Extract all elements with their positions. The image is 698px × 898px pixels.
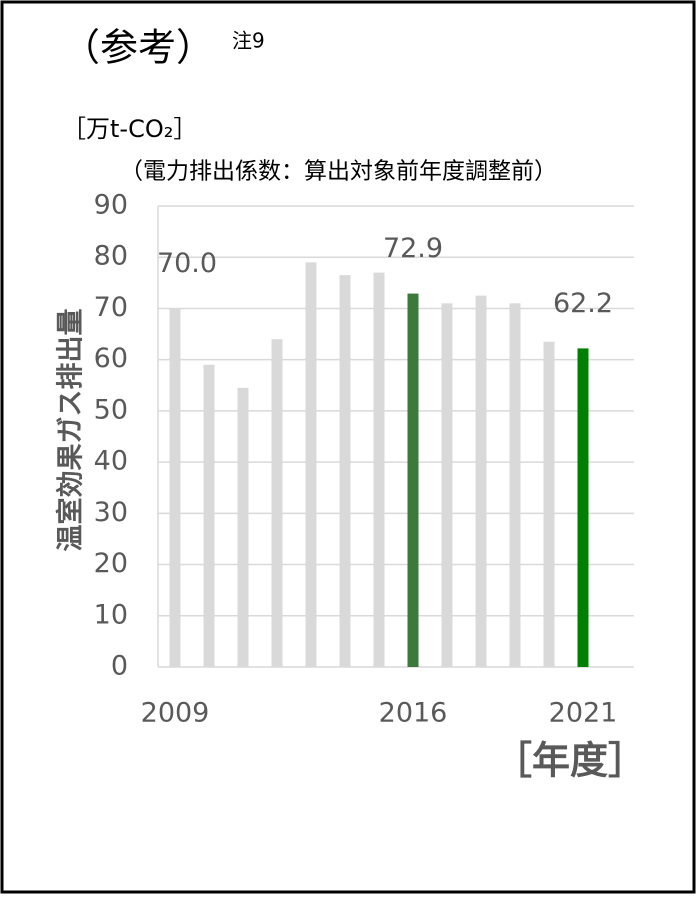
bar (237, 387, 249, 667)
data-label: 72.9 (383, 233, 443, 264)
chart-title: （参考） (62, 26, 214, 70)
note: 注9 (232, 29, 265, 53)
subtitle: （電力排出係数：算出対象前年度調整前） (120, 159, 557, 185)
bar (169, 308, 181, 667)
x-tick-label: 2009 (141, 698, 210, 729)
bar (509, 303, 521, 667)
y-tick-label: 50 (94, 394, 128, 425)
bar (475, 295, 487, 667)
data-label: 70.0 (157, 248, 217, 279)
y-tick-label: 20 (94, 548, 128, 579)
y-tick-label: 70 (94, 292, 128, 323)
x-tick-label: 2016 (379, 698, 448, 729)
y-tick-label: 60 (94, 343, 128, 374)
y-tick-label: 80 (94, 241, 128, 272)
bar (577, 348, 589, 667)
y-tick-label: 40 (94, 446, 128, 477)
bar (339, 275, 351, 667)
bar (441, 303, 453, 667)
y-tick-label: 0 (111, 651, 128, 682)
y-tick-label: 10 (94, 599, 128, 630)
y-tick-label: 90 (94, 190, 128, 221)
y-tick-label: 30 (94, 497, 128, 528)
x-tick-label: 2021 (549, 698, 618, 729)
x-axis-label: ［年度］ (494, 739, 646, 783)
bar (407, 293, 419, 667)
bar (203, 364, 215, 667)
unit: ［万t-CO₂］ (62, 115, 197, 143)
data-label: 62.2 (553, 288, 613, 319)
y-axis-label: 温室効果ガス排出量 (55, 309, 87, 552)
bar (305, 262, 317, 667)
bar (373, 272, 385, 667)
bar (543, 341, 555, 667)
bar (271, 339, 283, 667)
